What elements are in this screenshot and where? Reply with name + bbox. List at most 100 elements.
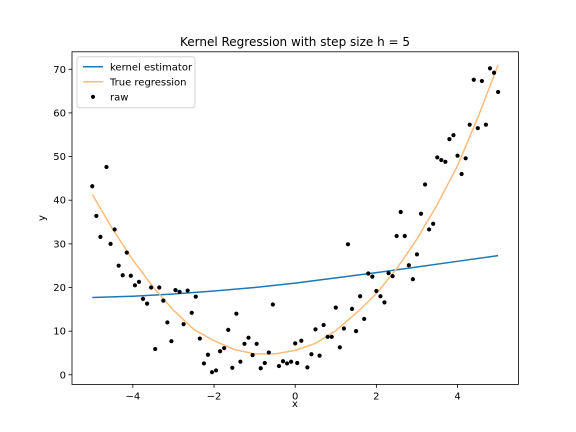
raw-point-40	[254, 341, 259, 346]
raw-point-14	[149, 285, 154, 290]
raw-point-80	[418, 211, 424, 216]
raw-point-98	[491, 70, 497, 75]
raw-point-86	[443, 159, 448, 164]
raw-point-51	[299, 338, 304, 343]
raw-point-77	[406, 263, 411, 268]
raw-point-54	[313, 327, 318, 332]
raw-point-67	[366, 271, 371, 276]
raw-point-6	[116, 263, 121, 268]
raw-point-36	[238, 359, 243, 364]
raw-point-44	[270, 302, 275, 307]
raw-point-85	[439, 157, 444, 163]
raw-point-18	[165, 320, 170, 325]
raw-point-73	[390, 274, 395, 279]
raw-point-39	[250, 353, 255, 358]
raw-point-83	[431, 221, 436, 226]
raw-point-60	[337, 345, 342, 350]
y-tick-label-0: 0	[60, 370, 66, 381]
raw-point-15	[153, 346, 158, 352]
raw-point-94	[475, 126, 480, 131]
raw-point-10	[132, 283, 137, 288]
x-tick-label-1: −2	[207, 391, 222, 402]
raw-point-59	[333, 305, 338, 310]
raw-point-72	[386, 271, 391, 276]
x-axis-label: x	[292, 399, 298, 410]
raw-point-47	[284, 361, 290, 366]
raw-point-16	[157, 285, 162, 290]
raw-point-74	[394, 233, 399, 239]
raw-point-63	[349, 306, 355, 311]
x-tick-label-4: 4	[454, 391, 460, 402]
raw-point-33	[226, 327, 231, 332]
raw-point-84	[435, 155, 440, 160]
raw-point-88	[451, 133, 456, 138]
raw-point-64	[353, 329, 359, 334]
raw-point-87	[447, 137, 452, 142]
x-tick-label-2: 0	[292, 391, 298, 402]
raw-point-4	[108, 241, 113, 246]
raw-point-46	[280, 359, 286, 364]
raw-point-57	[325, 334, 330, 339]
raw-point-32	[222, 346, 227, 351]
chart-title: Kernel Regression with step size h = 5	[180, 35, 410, 49]
raw-point-89	[455, 153, 460, 158]
raw-point-41	[258, 366, 263, 371]
raw-point-35	[234, 311, 239, 316]
plot-area	[90, 64, 501, 375]
raw-point-66	[362, 316, 367, 322]
raw-point-21	[177, 289, 182, 294]
raw-point-45	[276, 363, 282, 369]
raw-point-49	[293, 341, 298, 346]
raw-point-79	[414, 252, 420, 257]
raw-point-11	[136, 279, 142, 284]
raw-point-17	[161, 298, 166, 303]
raw-point-61	[341, 326, 346, 331]
raw-point-68	[370, 274, 375, 279]
raw-point-65	[358, 294, 363, 299]
raw-point-55	[317, 353, 322, 358]
raw-point-56	[321, 322, 326, 328]
raw-point-23	[185, 288, 190, 293]
raw-point-38	[246, 335, 251, 340]
raw-point-2	[98, 234, 103, 239]
y-tick-label-3: 30	[53, 239, 66, 250]
raw-point-78	[410, 277, 415, 282]
raw-point-3	[104, 164, 109, 170]
raw-point-28	[205, 352, 211, 357]
raw-point-90	[459, 171, 464, 177]
y-tick-label-6: 60	[53, 108, 66, 119]
legend-box	[76, 56, 196, 109]
raw-point-13	[144, 301, 150, 306]
raw-point-42	[262, 360, 267, 366]
raw-point-37	[242, 341, 247, 346]
raw-point-75	[398, 209, 403, 215]
x-tick-label-3: 2	[373, 391, 379, 402]
raw-point-31	[218, 349, 223, 354]
raw-point-93	[471, 77, 476, 82]
raw-point-48	[289, 359, 294, 364]
raw-point-20	[173, 288, 178, 293]
raw-point-53	[309, 352, 314, 357]
y-tick-label-1: 10	[53, 327, 66, 338]
raw-point-5	[112, 227, 117, 232]
raw-point-82	[427, 227, 432, 232]
legend-label-2: raw	[110, 92, 128, 103]
raw-point-50	[295, 360, 300, 366]
raw-point-24	[189, 310, 194, 315]
raw-point-1	[94, 213, 99, 219]
y-tick-label-2: 20	[53, 283, 66, 294]
raw-point-62	[345, 242, 351, 247]
raw-point-7	[120, 273, 125, 278]
raw-point-43	[266, 350, 271, 355]
raw-point-91	[463, 156, 468, 161]
legend-swatch-2	[90, 94, 96, 99]
raw-point-95	[479, 78, 484, 84]
raw-point-26	[197, 336, 202, 341]
raw-point-96	[483, 122, 489, 127]
raw-point-25	[193, 294, 198, 299]
y-tick-label-4: 40	[53, 196, 66, 207]
raw-point-34	[230, 365, 235, 370]
legend-label-0: kernel estimator	[110, 62, 193, 73]
